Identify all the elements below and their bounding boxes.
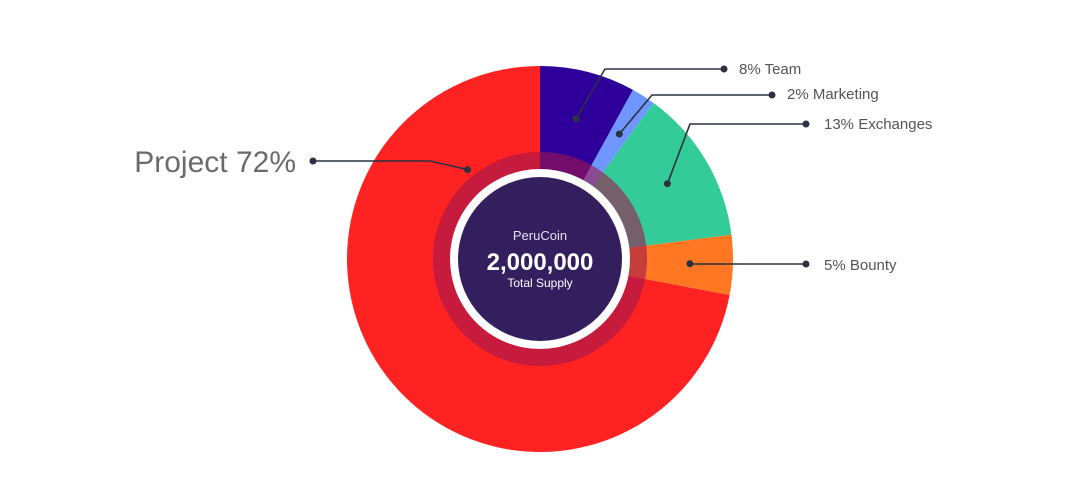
leader-dot-8-team xyxy=(572,115,580,123)
leader-dot-project-72 xyxy=(464,166,472,174)
leader-end-dot-2-marketing xyxy=(768,91,776,99)
leader-line-8-team xyxy=(575,68,724,120)
slice-label-2-marketing: 2% Marketing xyxy=(787,86,879,103)
leader-line-13-exchanges xyxy=(666,123,806,184)
leader-line-2-marketing xyxy=(618,94,772,135)
leader-end-dot-project-72 xyxy=(309,157,317,165)
center-total: 2,000,000 xyxy=(487,249,594,276)
leader-end-dot-8-team xyxy=(720,65,728,73)
center-circle xyxy=(458,177,622,341)
slice-label-5-bounty: 5% Bounty xyxy=(824,257,897,274)
leader-end-dot-13-exchanges xyxy=(802,120,810,128)
center-subtitle: Total Supply xyxy=(507,276,572,290)
center-brand: PeruCoin xyxy=(513,228,567,243)
slice-label-project-72: Project 72% xyxy=(134,146,296,179)
leader-dot-13-exchanges xyxy=(663,180,671,188)
leader-dot-2-marketing xyxy=(615,130,623,138)
leader-end-dot-5-bounty xyxy=(802,260,810,268)
slice-labels: 8% Team 2% Marketing 13% Exchanges 5% Bount… xyxy=(134,61,932,274)
leader-lines xyxy=(309,65,810,268)
slice-label-13-exchanges: 13% Exchanges xyxy=(824,116,932,133)
leader-dot-5-bounty xyxy=(686,260,694,268)
slice-label-8-team: 8% Team xyxy=(739,61,801,78)
leader-line-project-72 xyxy=(313,160,468,171)
